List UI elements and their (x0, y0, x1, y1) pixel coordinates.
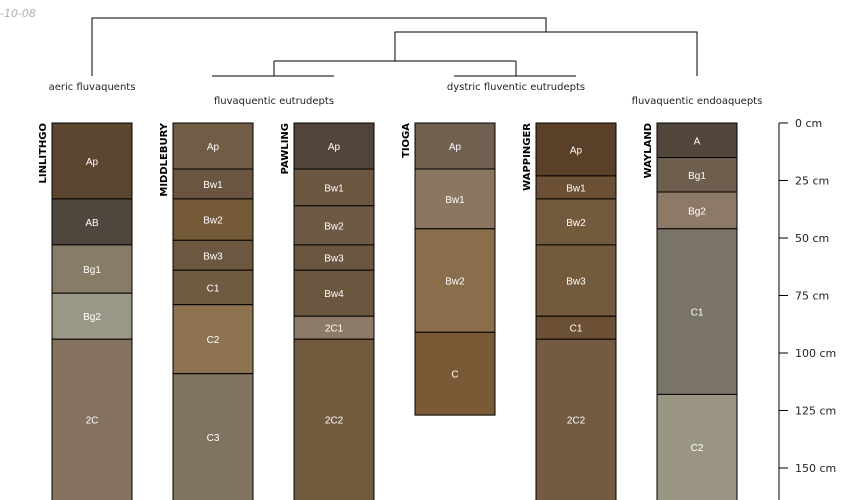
profile-wayland: A Bg1 Bg2 C1 C2 WAYLAND (643, 122, 738, 500)
horizon-label: AB (85, 218, 99, 229)
dendrogram-branch (394, 31, 698, 76)
horizon (414, 122, 496, 170)
horizon (293, 269, 375, 317)
depth-tick-label: 75 cm (795, 290, 829, 303)
date-stamp: -10-08 (0, 7, 36, 20)
horizon (172, 304, 254, 375)
horizon-label: C (451, 370, 458, 381)
horizon (51, 244, 133, 294)
horizon (535, 244, 617, 317)
depth-tick-label: 25 cm (795, 175, 829, 188)
horizon-label: Bw1 (203, 180, 223, 191)
horizon-label: Bg2 (688, 206, 706, 217)
horizon (51, 198, 133, 246)
horizon-label: 2C (86, 416, 99, 427)
horizon (51, 292, 133, 340)
horizon-label: Bg1 (688, 171, 706, 182)
horizon-label: Bw2 (445, 277, 465, 288)
horizon-label: C1 (207, 283, 220, 294)
horizon (535, 338, 617, 500)
horizon (172, 269, 254, 306)
horizon-label: Bw3 (566, 277, 586, 288)
horizon-label: Bw2 (203, 216, 223, 227)
horizon-label: Bw3 (203, 251, 223, 262)
profile-middlebury: Ap Bw1 Bw2 Bw3 C1 C2 C3 MIDDLEBURY (159, 122, 254, 500)
depth-axis: 0 cm 25 cm 50 cm 75 cm 100 cm 125 cm 150 cm (778, 117, 836, 500)
horizon-label: Bg2 (83, 312, 101, 323)
profile-linlithgo: Ap AB Bg1 Bg2 2C LINLITHGO (38, 122, 133, 500)
horizon (656, 228, 738, 395)
horizon (414, 168, 496, 230)
horizon-label: Bw1 (324, 183, 344, 194)
horizon (535, 122, 617, 177)
horizon-label: Ap (86, 157, 99, 168)
group-label: dystric fluventic eutrudepts (447, 82, 585, 93)
depth-tick-label: 100 cm (795, 347, 836, 360)
horizon-label: 2C1 (325, 324, 344, 335)
profile-name: MIDDLEBURY (159, 122, 170, 196)
horizon (656, 122, 738, 158)
horizon (656, 393, 738, 500)
dendrogram-branch (91, 17, 547, 76)
horizon-label: C2 (207, 335, 220, 346)
horizon (293, 205, 375, 246)
horizon-label: Bw2 (324, 221, 344, 232)
profile-wappinger: Ap Bw1 Bw2 Bw3 C1 2C2 WAPPINGER (522, 122, 617, 500)
dendrogram (91, 17, 698, 77)
horizon-label: Bw1 (566, 183, 586, 194)
profile-name: PAWLING (280, 123, 291, 174)
horizon-label: Ap (207, 142, 220, 153)
horizon-label: Bw1 (445, 195, 465, 206)
profile-name: WAYLAND (643, 123, 654, 178)
group-label: aeric fluvaquents (49, 82, 136, 93)
horizon-label: C3 (207, 433, 220, 444)
horizon (535, 198, 617, 246)
horizon-label: Ap (328, 142, 341, 153)
depth-tick-label: 125 cm (795, 405, 836, 418)
horizon (656, 191, 738, 230)
profile-name: TIOGA (401, 123, 412, 158)
horizon-label: C1 (691, 308, 704, 319)
horizon-label: Bw4 (324, 289, 344, 300)
horizon-label: A (694, 136, 701, 147)
depth-tick-label: 150 cm (795, 462, 836, 475)
group-label: fluvaquentic endoaquepts (632, 96, 763, 107)
horizon-label: 2C2 (567, 416, 586, 427)
horizon (51, 122, 133, 200)
horizon (293, 244, 375, 271)
depth-tick-label: 50 cm (795, 232, 829, 245)
horizon (414, 228, 496, 333)
profiles: Ap AB Bg1 Bg2 2C LINLITHGO Ap Bw1 Bw2 Bw3 C1 C2 C3 MI… (38, 122, 738, 500)
horizon-label: Bw3 (324, 254, 344, 265)
depth-tick-label: 0 cm (795, 117, 822, 130)
profile-name: WAPPINGER (522, 123, 533, 191)
profile-pawling: Ap Bw1 Bw2 Bw3 Bw4 2C1 2C2 PAWLING (280, 122, 375, 500)
horizon (293, 168, 375, 207)
horizon-label: Ap (449, 142, 462, 153)
horizon-label: C1 (570, 324, 583, 335)
horizon (172, 373, 254, 500)
horizon (414, 331, 496, 416)
horizon (172, 122, 254, 170)
profile-name: LINLITHGO (38, 123, 49, 183)
horizon-label: Ap (570, 145, 583, 156)
horizon-label: Bg1 (83, 265, 101, 276)
horizon (656, 157, 738, 193)
horizon (293, 338, 375, 500)
profile-tioga: Ap Bw1 Bw2 C TIOGA (401, 122, 496, 416)
horizon-label: 2C2 (325, 416, 344, 427)
horizon (51, 338, 133, 500)
group-label: fluvaquentic eutrudepts (214, 96, 334, 107)
horizon-label: C2 (691, 443, 704, 454)
horizon-label: Bw2 (566, 218, 586, 229)
horizon (293, 122, 375, 170)
